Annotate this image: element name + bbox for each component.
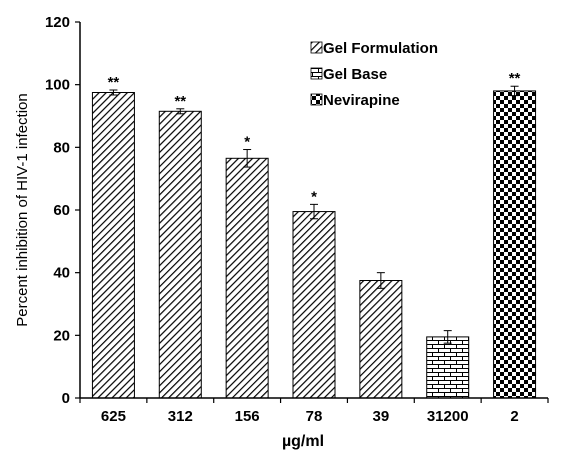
x-tick-label: 312 xyxy=(168,408,193,425)
significance-label: ** xyxy=(108,74,120,91)
x-tick-label: 78 xyxy=(306,408,323,425)
x-tick-label: 625 xyxy=(101,408,126,425)
legend-swatch-gel-formulation xyxy=(310,41,323,54)
bar xyxy=(359,280,403,399)
y-tick-label: 0 xyxy=(62,390,70,407)
bar xyxy=(91,92,135,399)
x-axis-title: µg/ml xyxy=(282,433,324,450)
x-tick-label: 2 xyxy=(510,408,518,425)
y-axis-title: Percent inhibition of HIV-1 infection xyxy=(14,93,31,326)
significance-label: ** xyxy=(509,70,521,87)
x-axis: 625 312 156 78 39 31200 2 xyxy=(79,397,549,425)
significance-label: * xyxy=(244,134,250,151)
bar xyxy=(292,211,336,399)
legend-item-gel-formulation: Gel Formulation xyxy=(310,40,438,57)
significance-label: * xyxy=(311,188,317,205)
legend-item-gel-base: Gel Base xyxy=(310,66,387,83)
legend-swatch-gel-base xyxy=(310,67,323,80)
y-tick-label: 20 xyxy=(53,327,70,344)
y-tick-label: 120 xyxy=(45,14,70,31)
bar xyxy=(225,157,269,399)
legend-swatch-nevirapine xyxy=(310,93,323,106)
y-axis: 0 20 40 60 80 100 120 xyxy=(45,14,81,407)
x-tick-label: 39 xyxy=(373,408,390,425)
x-tick-label: 156 xyxy=(235,408,260,425)
y-tick-label: 100 xyxy=(45,77,70,94)
x-tick-label: 31200 xyxy=(427,408,469,425)
y-tick-label: 60 xyxy=(53,202,70,219)
bar xyxy=(158,110,202,399)
legend-label-gel-formulation: Gel Formulation xyxy=(323,40,438,57)
bar xyxy=(493,90,537,399)
legend-label-nevirapine: Nevirapine xyxy=(323,92,400,109)
significance-label: ** xyxy=(174,93,186,110)
bar xyxy=(426,336,470,399)
legend: Gel Formulation Gel Base Nevirapine xyxy=(310,40,438,109)
legend-label-gel-base: Gel Base xyxy=(323,66,387,83)
y-tick-label: 40 xyxy=(53,265,70,282)
y-tick-label: 80 xyxy=(53,139,70,156)
bars-group: ******** xyxy=(91,70,537,399)
legend-item-nevirapine: Nevirapine xyxy=(310,92,400,109)
